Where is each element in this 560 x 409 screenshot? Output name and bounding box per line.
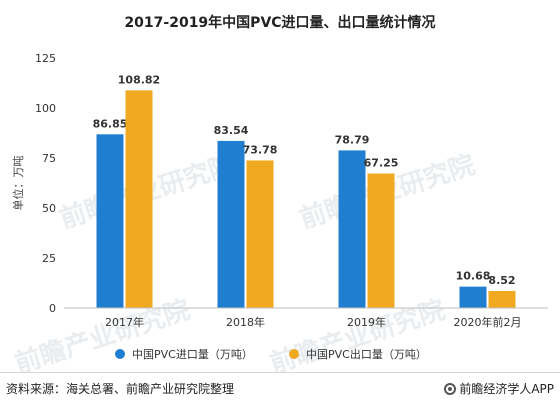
y-tick-label: 25: [42, 252, 56, 265]
chart-canvas: 2017-2019年中国PVC进口量、出口量统计情况 单位：万吨 前瞻产业研究院…: [11, 14, 548, 380]
bar-import: [217, 140, 245, 308]
brand-name: 前瞻经济学人APP: [459, 382, 554, 396]
bar-value-label: 78.79: [335, 133, 370, 146]
bars-group: 86.85 108.82 83.54 73.78 78.79 67.25 10.688.52: [93, 73, 516, 308]
legend-marker: [115, 349, 125, 359]
legend-label: 中国PVC进口量（万吨）: [132, 348, 253, 361]
brand-logo-icon: [444, 382, 457, 395]
y-tick-label: 100: [35, 102, 56, 115]
y-tick-label: 75: [42, 152, 56, 165]
y-axis-ticks: 0 25 50 75 100 125: [35, 52, 56, 315]
legend-marker: [289, 349, 299, 359]
bar-import: [459, 286, 487, 308]
x-axis-ticks: 2017年 2018年 2019年 2020年前2月: [64, 307, 548, 329]
bar-export: [125, 90, 153, 308]
bar-value-label: 73.78: [243, 143, 278, 156]
x-tick-label: 2018年: [226, 315, 265, 329]
x-tick-label: 2020年前2月: [454, 315, 522, 329]
x-tick-label: 2017年: [105, 315, 144, 329]
bar-value-label: 10.68: [456, 270, 491, 283]
bar-export: [246, 160, 274, 308]
legend-label: 中国PVC出口量（万吨）: [306, 347, 427, 361]
watermark-group: 前瞻产业研究院前瞻产业研究院前瞻产业研究院前瞻产业研究院: [11, 149, 479, 380]
y-tick-label: 0: [49, 302, 56, 315]
source-note: 资料来源：海关总署、前瞻产业研究院整理: [6, 382, 235, 396]
bar-export: [367, 173, 395, 308]
legend: 中国PVC进口量（万吨） 中国PVC出口量（万吨）: [115, 347, 427, 361]
bar-value-label: 83.54: [214, 124, 249, 137]
y-tick-label: 50: [42, 202, 56, 215]
chart-footer: 资料来源：海关总署、前瞻产业研究院整理 前瞻经济学人APP: [0, 372, 560, 409]
bar-value-label: 67.25: [364, 157, 399, 170]
bar-export: [488, 290, 516, 308]
y-tick-label: 125: [35, 52, 56, 65]
brand-credit: 前瞻经济学人APP: [444, 380, 554, 397]
chart-title: 2017-2019年中国PVC进口量、出口量统计情况: [124, 14, 435, 31]
bar-value-label: 8.52: [488, 274, 515, 287]
y-axis-label: 单位：万吨: [11, 156, 25, 211]
bar-import: [338, 150, 366, 308]
x-tick-label: 2019年: [347, 315, 386, 329]
bar-value-label: 108.82: [118, 73, 160, 86]
bar-import: [96, 134, 124, 308]
bar-value-label: 86.85: [93, 117, 128, 130]
